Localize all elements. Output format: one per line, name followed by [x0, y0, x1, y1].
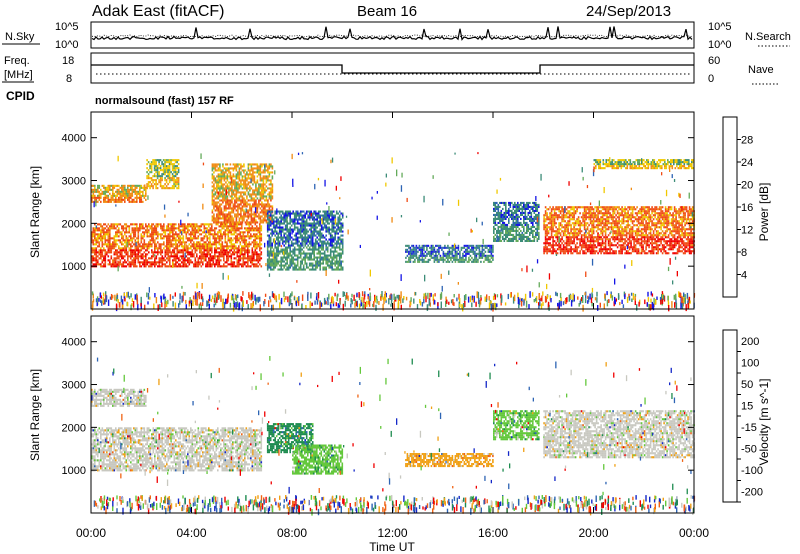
xtick-label: 16:00	[478, 526, 508, 540]
colorbar-tick-label: 28	[741, 135, 753, 147]
colorbar-frame	[722, 329, 738, 503]
xtick-label: 00:00	[76, 526, 106, 540]
noise-right-tick-bottom: 10^0	[708, 39, 732, 51]
noise-right-tick-top: 10^5	[708, 21, 732, 33]
power-data-layer	[91, 152, 696, 312]
noise-right-label: N.Search	[745, 31, 791, 43]
colorbar-tick-label: 12	[741, 225, 753, 237]
noise-panel-frame	[90, 21, 695, 49]
power-region-7	[543, 206, 695, 255]
beam-title: Beam 16	[357, 3, 417, 20]
power-panel-frame	[90, 111, 695, 310]
freq-label-1: Freq.	[4, 55, 30, 67]
program-label: normalsound (fast) 157 RF	[95, 95, 234, 107]
colorbar-tick-label: -15	[741, 422, 757, 434]
colorbar-tick-label: 15	[741, 400, 753, 412]
power-region-8	[593, 159, 695, 170]
velocity-ylabel: Slant Range [km]	[28, 369, 42, 461]
ytick-label: 2000	[62, 422, 86, 434]
time-axis: 00:00 04:00 08:00 12:00 16:00 20:00 00:00	[76, 112, 709, 540]
velocity-region-5	[493, 410, 540, 441]
colorbar-tick-label: -200	[741, 486, 763, 498]
power-region-5	[405, 244, 494, 263]
velocity-region-0	[91, 427, 263, 472]
xtick-label: 04:00	[176, 526, 206, 540]
power-noise-speckle	[91, 152, 696, 312]
xtick-label: 20:00	[578, 526, 608, 540]
colorbar-tick-label: 20	[741, 180, 753, 192]
velocity-region-3	[292, 444, 344, 475]
date-title: 24/Sep/2013	[586, 3, 671, 20]
nave-tick-bottom: 0	[708, 73, 714, 85]
colorbar-frame	[722, 116, 738, 298]
freq-line	[91, 64, 694, 74]
power-colorbar: 4 8 12 16 20 24 28	[722, 116, 753, 298]
power-yticks: 1000 2000 3000 4000	[62, 133, 694, 273]
colorbar-tick-label: -100	[741, 465, 763, 477]
ytick-label: 1000	[62, 261, 86, 273]
noise-left-tick-bottom: 10^0	[55, 39, 79, 51]
nave-tick-top: 60	[708, 55, 720, 67]
power-colorbar-label: Power [dB]	[757, 183, 771, 242]
power-region-6	[493, 201, 540, 242]
radar-title: Adak East (fitACF)	[92, 3, 224, 20]
velocity-colorbar-label: Velocity [m s^-1]	[757, 379, 771, 466]
colorbar-tick-label: 8	[741, 247, 747, 259]
velocity-colorbar: 200 100 50 15 -15 -50 -100 -200	[722, 329, 763, 503]
power-ylabel: Slant Range [km]	[28, 166, 42, 258]
colorbar-tick-label: 100	[741, 357, 759, 369]
freq-label-2: [MHz]	[4, 69, 33, 81]
ytick-label: 2000	[62, 218, 86, 230]
freq-tick-top: 18	[62, 55, 74, 67]
power-region-4	[266, 210, 344, 271]
ytick-label: 3000	[62, 176, 86, 188]
noise-left-tick-top: 10^5	[55, 21, 79, 33]
power-region-0	[91, 223, 263, 268]
noise-left-label: N.Sky	[5, 31, 35, 43]
nave-label: Nave	[748, 64, 774, 76]
ytick-label: 3000	[62, 380, 86, 392]
ytick-label: 4000	[62, 133, 86, 145]
ytick-label: 1000	[62, 465, 86, 477]
power-region-3	[211, 163, 274, 224]
xtick-label: 00:00	[679, 526, 709, 540]
xtick-label: 08:00	[277, 526, 307, 540]
velocity-region-6	[543, 410, 695, 459]
power-region-2	[146, 159, 180, 190]
colorbar-tick-label: 4	[741, 270, 747, 282]
noise-sky-line	[91, 26, 693, 41]
velocity-region-1	[91, 388, 147, 407]
colorbar-tick-label: -50	[741, 443, 757, 455]
velocity-data-layer	[91, 356, 696, 516]
velocity-region-4	[405, 453, 494, 468]
time-axis-label: Time UT	[369, 540, 415, 554]
xtick-label: 12:00	[377, 526, 407, 540]
freq-tick-bottom: 8	[66, 73, 72, 85]
colorbar-tick-label: 200	[741, 336, 759, 348]
velocity-yticks: 1000 2000 3000 4000	[62, 337, 694, 477]
power-region-1	[91, 184, 147, 203]
freq-panel-frame	[90, 52, 695, 84]
colorbar-tick-label: 50	[741, 379, 753, 391]
colorbar-tick-label: 24	[741, 157, 753, 169]
cpid-label: CPID	[6, 89, 35, 103]
ytick-label: 4000	[62, 337, 86, 349]
colorbar-tick-label: 16	[741, 202, 753, 214]
